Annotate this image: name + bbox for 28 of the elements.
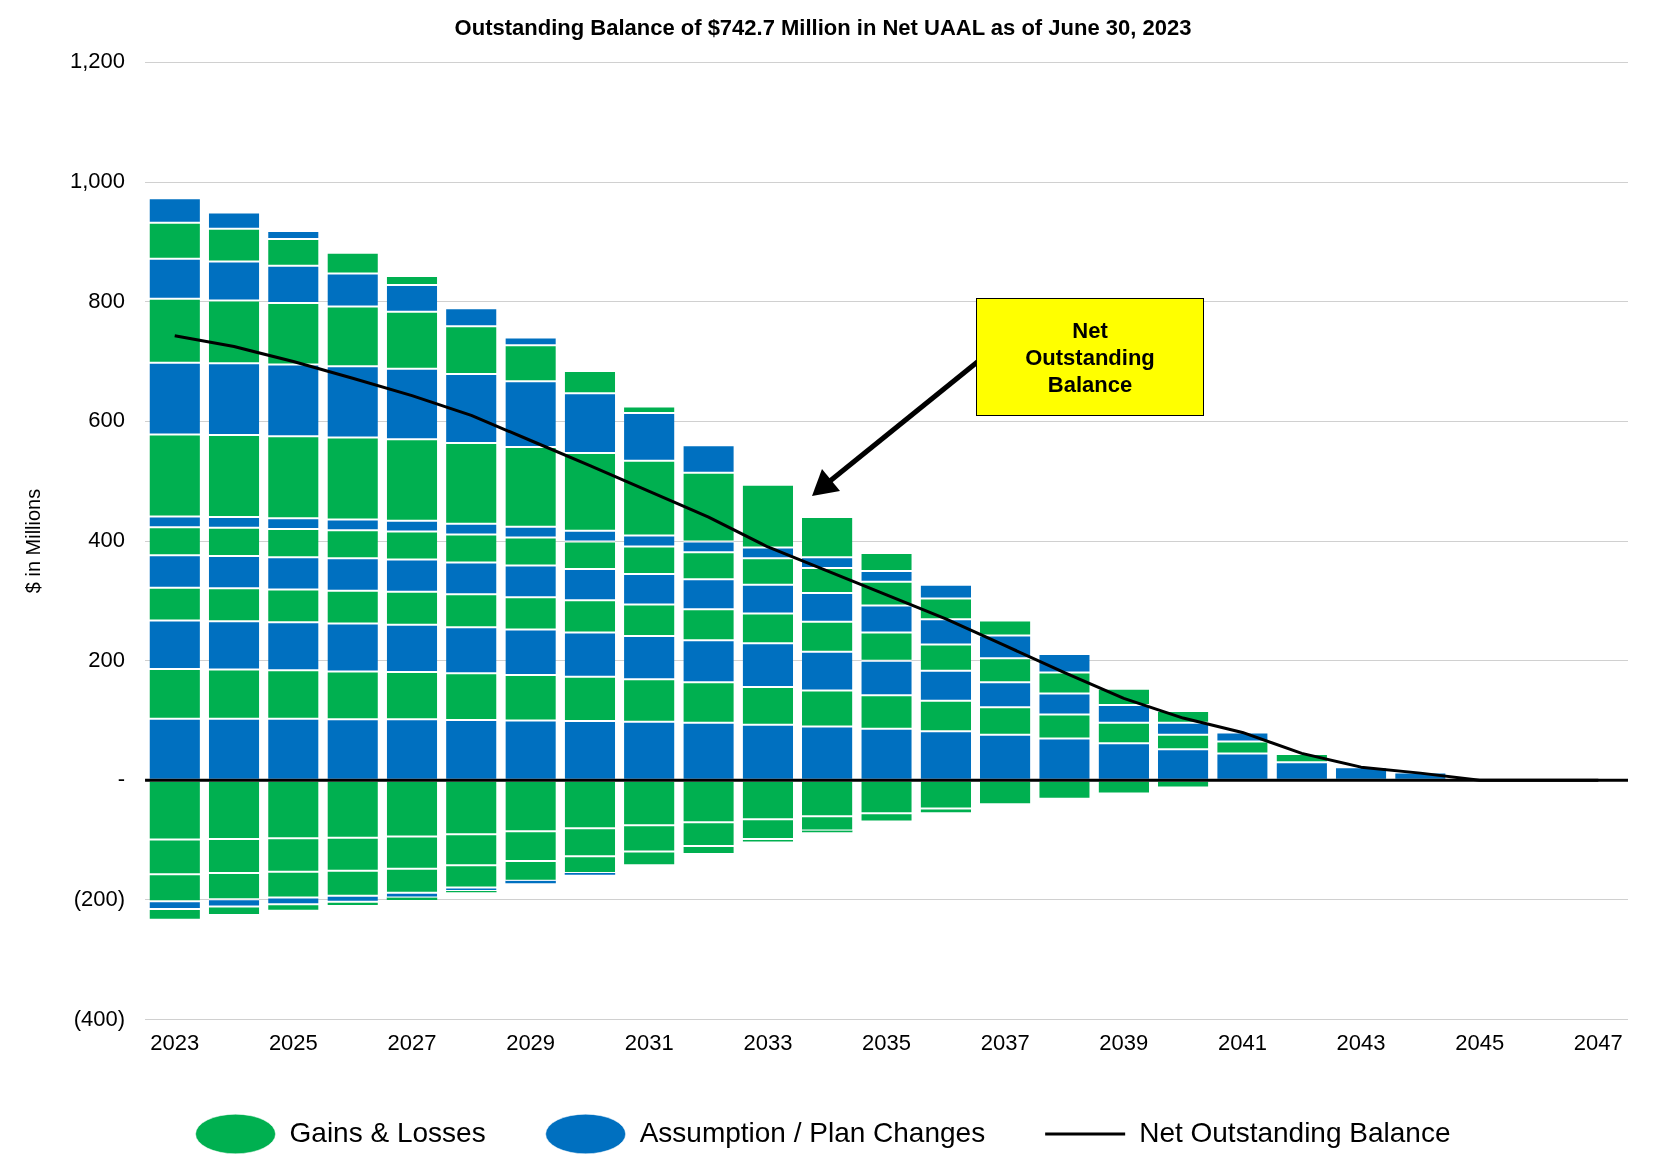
y-tick-label: (400) [73, 1005, 126, 1031]
x-tick-label: 2039 [1099, 1029, 1149, 1055]
x-tick-label: 2031 [624, 1029, 674, 1055]
x-tick-label: 2029 [506, 1029, 556, 1055]
y-tick-label: 400 [88, 527, 126, 553]
x-tick-label: 2035 [862, 1029, 911, 1055]
callout-box: Net Outstanding Balance [976, 298, 1204, 416]
x-tick-label: 2025 [268, 1029, 318, 1055]
y-axis-title: $ in Millions [21, 488, 44, 594]
x-tick-label: 2043 [1336, 1029, 1386, 1055]
x-tick-label: 2041 [1217, 1029, 1267, 1055]
x-tick-label: 2037 [980, 1029, 1030, 1055]
legend-label: Assumption / Plan Changes [639, 1116, 986, 1148]
y-tick-label: 1,000 [69, 168, 126, 194]
y-tick-label: 200 [88, 646, 126, 672]
y-tick-label: (200) [73, 886, 126, 912]
y-tick-label: 600 [88, 407, 126, 433]
y-tick-label: - [117, 766, 126, 792]
y-tick-label: 1,200 [69, 48, 126, 74]
legend-label: Net Outstanding Balance [1139, 1116, 1451, 1148]
chart-title: Outstanding Balance of $742.7 Million in Net UAAL as of June 30, 2023 [454, 15, 1192, 41]
legend-label: Gains & Losses [289, 1116, 486, 1148]
x-tick-label: 2045 [1455, 1029, 1505, 1055]
y-tick-label: 800 [88, 287, 126, 313]
x-tick-label: 2023 [150, 1029, 200, 1055]
x-tick-label: 2047 [1573, 1029, 1623, 1055]
x-tick-label: 2027 [387, 1029, 437, 1055]
x-tick-label: 2033 [743, 1029, 793, 1055]
